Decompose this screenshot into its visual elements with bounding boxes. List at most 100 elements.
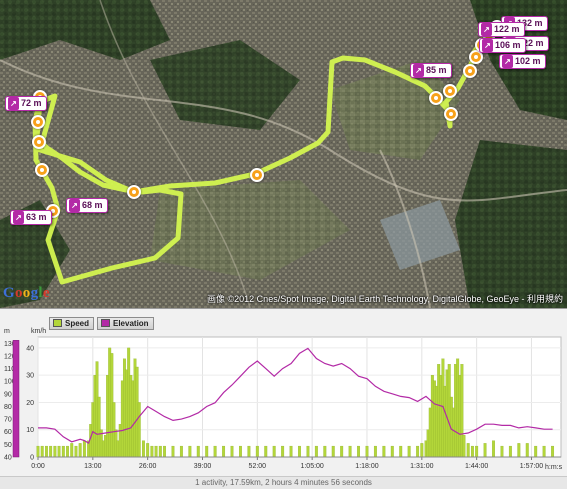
speed-bar: [74, 445, 78, 458]
route-waypoint-pin[interactable]: [32, 135, 46, 149]
speed-bar: [331, 445, 335, 458]
speed-bar: [82, 440, 86, 458]
speed-bar: [323, 445, 327, 458]
speed-bar: [272, 445, 276, 458]
speed-bar: [57, 445, 61, 458]
speed-bar: [281, 445, 285, 458]
route-waypoint-pin[interactable]: [35, 163, 49, 177]
elevation-scale-strip: [12, 340, 20, 458]
x-tick-label: 39:00: [194, 463, 212, 470]
speed-bar: [247, 445, 251, 458]
google-logo-letter: G: [3, 285, 15, 301]
speed-bar: [500, 445, 504, 458]
route-waypoint-pin[interactable]: [463, 64, 477, 78]
elevation-tick-label: 50: [4, 442, 12, 449]
x-tick-label: 52:00: [249, 463, 267, 470]
speed-bar: [196, 445, 200, 458]
speed-bar: [53, 445, 57, 458]
speed-bar: [36, 445, 40, 458]
route-waypoint-pin[interactable]: [443, 84, 457, 98]
elevation-marker[interactable]: 63 m: [10, 210, 52, 225]
speed-bar: [382, 445, 386, 458]
legend-elevation[interactable]: Elevation: [97, 317, 154, 330]
speed-bar: [70, 443, 74, 458]
legend-speed[interactable]: Speed: [49, 317, 95, 330]
speed-bar: [492, 440, 495, 458]
elevation-marker[interactable]: 102 m: [499, 54, 546, 69]
x-tick-label: 1:18:00: [355, 463, 378, 470]
elevation-marker[interactable]: 85 m: [410, 63, 452, 78]
speed-bar: [40, 445, 44, 458]
elevation-tick-label: 130: [4, 341, 16, 348]
speed-bar: [517, 443, 521, 458]
speed-bar: [407, 445, 411, 458]
speed-bar: [373, 445, 377, 458]
speed-bar: [163, 445, 166, 458]
speed-bar: [205, 445, 209, 458]
speed-bar: [222, 445, 226, 458]
google-logo-letter: l: [38, 285, 43, 301]
speed-bar: [137, 402, 141, 458]
speed-elevation-chart[interactable]: 0:00 13:00 26:00 39:00 52:00 1:05:00 1:18:00 1:…: [0, 309, 567, 477]
google-logo-letter: g: [30, 285, 39, 301]
x-tick-label: 13:00: [84, 463, 102, 470]
speed-swatch: [53, 319, 62, 327]
x-tick-label: 1:31:00: [410, 463, 433, 470]
speed-tick-label: 40: [26, 345, 34, 352]
elevation-marker[interactable]: 122 m: [478, 22, 525, 37]
x-tick-label: 26:00: [139, 463, 157, 470]
speed-bar: [61, 445, 65, 458]
speed-tick-label: 10: [26, 427, 34, 434]
activity-chart-panel: Speed Elevation 0:00 13:00 26:00 39:00 52:00…: [0, 308, 567, 489]
x-tick-label: 0:00: [31, 463, 45, 470]
speed-bar: [314, 445, 318, 458]
elevation-marker[interactable]: 72 m: [5, 96, 47, 111]
route-waypoint-pin[interactable]: [31, 115, 45, 129]
speed-bar: [239, 445, 242, 458]
map-copyright: 画像 ©2012 Cnes/Spot Image, Digital Earth …: [207, 294, 563, 304]
speed-bar: [179, 445, 183, 458]
speed-bar: [365, 445, 369, 458]
elevation-marker[interactable]: 106 m: [479, 38, 526, 53]
chart-axes: 0:00 13:00 26:00 39:00 52:00 1:05:00 1:18:00 1:…: [4, 340, 561, 470]
google-logo-letter: o: [22, 285, 31, 301]
speed-bar: [420, 443, 424, 458]
speed-bar: [357, 445, 360, 458]
speed-bar: [551, 445, 555, 458]
speed-bar: [470, 445, 474, 458]
x-tick-label: 1:57:00: [520, 463, 543, 470]
speed-tick-label: 20: [26, 400, 34, 407]
speed-bar: [188, 445, 192, 458]
x-tick-label: 1:05:00: [300, 463, 323, 470]
speed-bar: [158, 445, 162, 458]
speed-bar: [230, 445, 234, 458]
route-waypoint-pin[interactable]: [469, 50, 483, 64]
x-tick-label: 1:44:00: [465, 463, 488, 470]
elevation-marker[interactable]: 68 m: [66, 198, 108, 213]
speed-bar: [49, 445, 53, 458]
speed-bar: [466, 443, 470, 458]
speed-bar: [390, 445, 394, 458]
speed-bar: [150, 445, 154, 458]
route-waypoint-pin[interactable]: [250, 168, 264, 182]
speed-bar: [542, 445, 546, 458]
google-logo-letter: o: [14, 285, 23, 301]
elevation-tick-label: 110: [4, 366, 15, 373]
speed-bar: [399, 445, 403, 458]
elevation-tick-label: 100: [4, 379, 16, 386]
speed-bar: [416, 445, 420, 458]
route-waypoint-pin[interactable]: [127, 185, 141, 199]
left-axis-unit: m: [4, 328, 10, 335]
satellite-map[interactable]: 132 m 122 m 122 m 106 m 102 m 85 m 72 m …: [0, 0, 567, 308]
speed-tick-label: 0: [30, 455, 34, 462]
speed-bar: [255, 445, 259, 458]
speed-bar: [264, 445, 268, 458]
elevation-tick-label: 60: [4, 429, 12, 436]
google-logo: Google: [3, 285, 50, 302]
speed-bar: [348, 445, 352, 458]
speed-bar: [462, 435, 466, 458]
route-waypoint-pin[interactable]: [429, 91, 443, 105]
speed-bar: [78, 443, 82, 458]
route-waypoint-pin[interactable]: [444, 107, 458, 121]
speed-bar: [44, 445, 48, 458]
